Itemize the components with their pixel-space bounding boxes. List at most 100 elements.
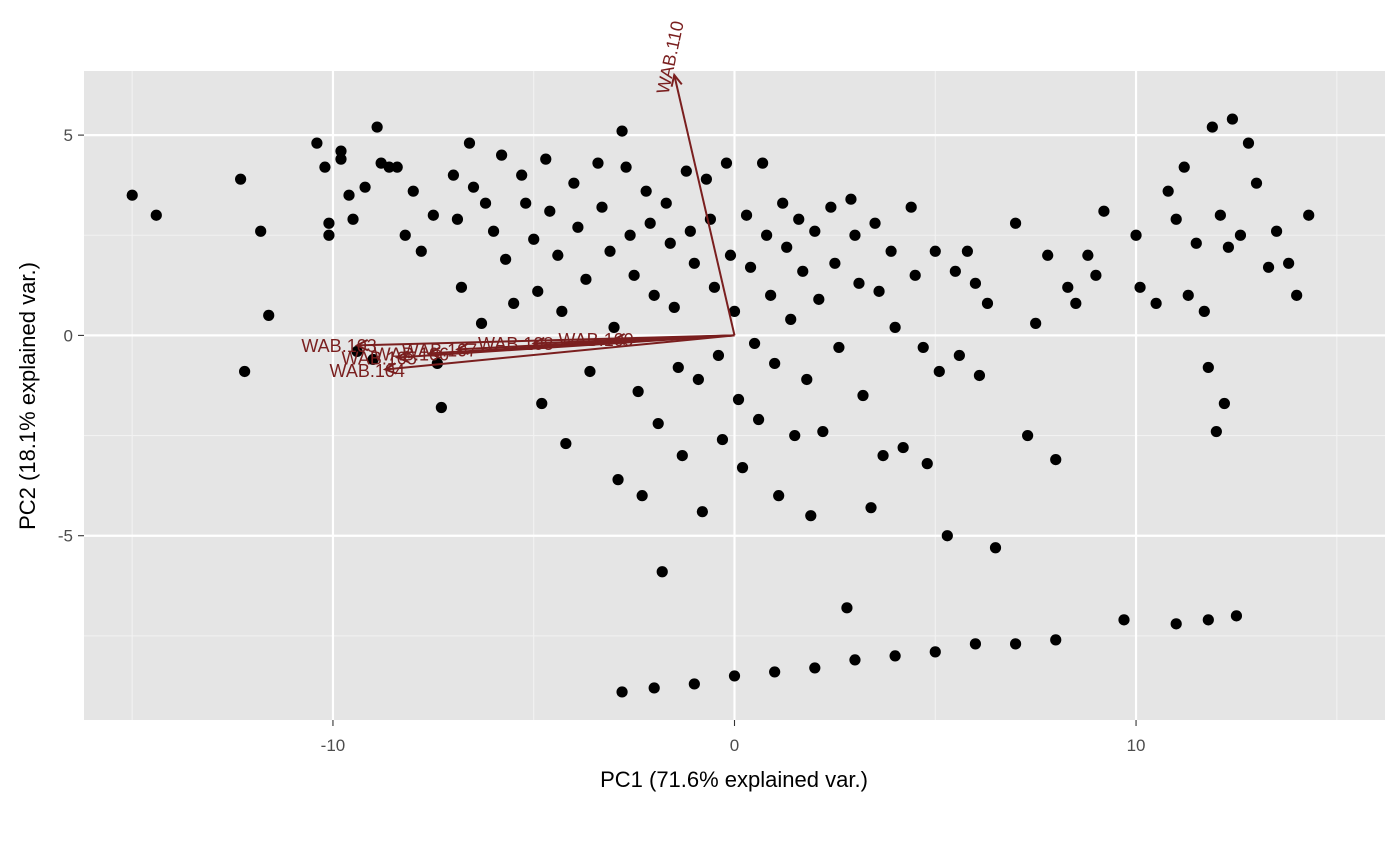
- data-point: [712, 349, 725, 362]
- data-point: [857, 389, 869, 402]
- data-point: [500, 253, 512, 265]
- loading-arrowhead: [531, 336, 546, 350]
- loading-arrowhead: [611, 332, 626, 346]
- data-point: [700, 173, 712, 185]
- y-tick-label: 5: [64, 126, 73, 145]
- data-point: [455, 281, 468, 293]
- data-point: [744, 261, 757, 273]
- data-point: [1303, 209, 1315, 221]
- data-point: [841, 602, 853, 614]
- data-point: [664, 237, 676, 249]
- data-point: [917, 341, 929, 354]
- x-tick-label: 10: [1127, 736, 1146, 755]
- data-point: [263, 309, 275, 321]
- data-point: [825, 201, 837, 213]
- data-point: [1009, 638, 1022, 650]
- data-point: [1226, 113, 1239, 125]
- data-point: [817, 425, 829, 438]
- data-point: [656, 566, 668, 578]
- data-point: [1190, 237, 1202, 249]
- data-point: [769, 666, 781, 678]
- data-point: [1206, 121, 1218, 133]
- data-point: [323, 217, 335, 229]
- x-tick-label: 0: [730, 736, 739, 755]
- loading-arrow: [673, 74, 736, 336]
- x-axis-title: PC1 (71.6% explained var.): [600, 767, 868, 792]
- data-point: [235, 173, 247, 185]
- data-point: [467, 181, 480, 193]
- data-point: [813, 293, 825, 305]
- data-point: [1030, 317, 1042, 329]
- data-point: [921, 458, 933, 470]
- data-point: [552, 249, 564, 261]
- data-point: [1170, 213, 1182, 225]
- data-point: [1182, 289, 1194, 301]
- data-point: [829, 257, 841, 269]
- data-point: [516, 169, 528, 181]
- data-point: [696, 506, 708, 518]
- y-tick-label: -5: [58, 527, 73, 546]
- loading-label: WAB.107: [402, 340, 477, 360]
- loading-arrow: [614, 334, 735, 341]
- data-point: [941, 530, 953, 542]
- data-point: [644, 217, 656, 229]
- loading-arrowhead: [670, 72, 683, 87]
- data-point: [1250, 177, 1263, 189]
- data-point: [335, 145, 347, 157]
- data-point: [865, 502, 877, 514]
- loading-label: WAB.108: [478, 334, 553, 354]
- data-point: [616, 686, 628, 698]
- data-point: [572, 221, 584, 233]
- data-point: [584, 365, 596, 378]
- data-point: [648, 289, 660, 301]
- data-point: [415, 245, 427, 257]
- data-point: [736, 462, 749, 474]
- data-point: [1118, 614, 1130, 626]
- data-point: [777, 197, 789, 209]
- data-point: [765, 289, 777, 301]
- data-point: [660, 197, 672, 209]
- data-point: [989, 542, 1002, 554]
- data-point: [150, 209, 162, 221]
- data-point: [616, 125, 628, 137]
- data-point: [897, 441, 909, 454]
- data-point: [672, 361, 684, 374]
- data-point: [399, 229, 411, 241]
- data-point: [869, 217, 881, 229]
- data-point: [632, 385, 644, 398]
- data-point: [1202, 361, 1214, 374]
- data-point: [969, 277, 982, 289]
- data-point: [239, 365, 251, 378]
- data-point: [536, 397, 548, 410]
- data-point: [604, 245, 616, 257]
- data-point: [748, 337, 761, 350]
- data-point: [1291, 289, 1303, 301]
- data-point: [1214, 209, 1226, 221]
- y-tick-label: 0: [64, 326, 73, 345]
- data-point: [451, 213, 464, 225]
- data-point: [668, 301, 680, 313]
- data-point: [479, 197, 492, 209]
- data-point: [885, 245, 897, 257]
- data-point: [1050, 453, 1062, 466]
- data-point: [933, 365, 945, 378]
- data-point: [592, 157, 604, 169]
- data-point: [929, 646, 941, 658]
- data-point: [1134, 281, 1146, 293]
- data-point: [624, 229, 636, 241]
- data-point: [1042, 249, 1054, 261]
- data-point: [347, 213, 359, 225]
- data-point: [1230, 610, 1243, 622]
- data-point: [475, 317, 488, 329]
- data-point: [769, 357, 781, 370]
- data-point: [789, 429, 801, 442]
- data-point: [427, 209, 439, 221]
- data-point: [909, 269, 921, 281]
- data-point: [648, 682, 660, 694]
- data-point: [889, 650, 901, 662]
- loading-label: WAB.106: [374, 344, 449, 364]
- data-point: [953, 349, 965, 362]
- data-point: [961, 245, 973, 257]
